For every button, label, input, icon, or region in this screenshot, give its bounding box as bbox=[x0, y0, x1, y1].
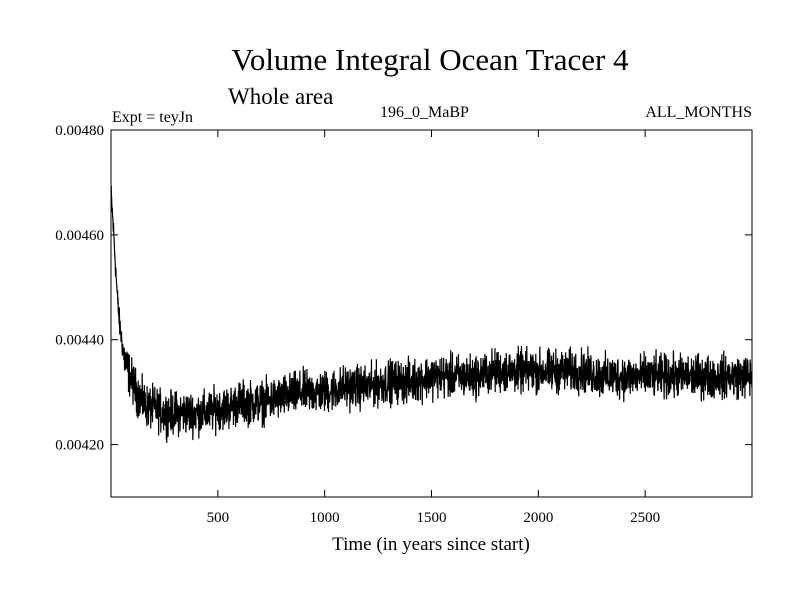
x-axis-label: Time (in years since start) bbox=[332, 534, 530, 555]
y-tick-label: 0.00440 bbox=[55, 333, 104, 349]
x-tick-label: 2000 bbox=[523, 510, 553, 526]
series-layer bbox=[110, 185, 753, 443]
y-tick-label: 0.00480 bbox=[55, 123, 104, 139]
run-label: 196_0_MaBP bbox=[380, 104, 469, 121]
x-tick-label: 1000 bbox=[310, 510, 340, 526]
x-tick-label: 1500 bbox=[417, 510, 447, 526]
plot-frame bbox=[110, 129, 753, 498]
experiment-label: Expt = teyJn bbox=[112, 109, 193, 126]
series-line bbox=[110, 185, 753, 443]
axes: 500 1000 1500 2000 2500 0.00420 0.00440 0.00460… bbox=[55, 123, 752, 526]
chart-title: Volume Integral Ocean Tracer 4 bbox=[231, 42, 629, 77]
y-tick-label: 0.00420 bbox=[55, 438, 104, 454]
y-tick-label: 0.00460 bbox=[55, 228, 104, 244]
x-tick-label: 500 bbox=[207, 510, 230, 526]
x-tick-label: 2500 bbox=[630, 510, 660, 526]
chart-subtitle: Whole area bbox=[228, 84, 333, 109]
period-label: ALL_MONTHS bbox=[645, 104, 752, 121]
